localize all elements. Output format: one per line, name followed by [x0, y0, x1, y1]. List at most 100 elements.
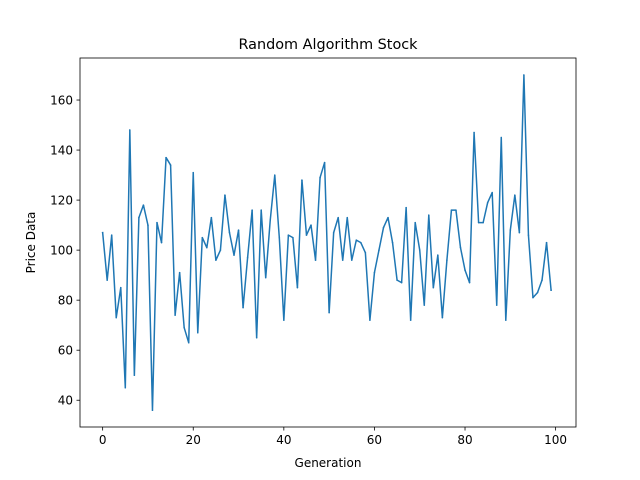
data-point [314, 259, 317, 261]
data-point [183, 326, 185, 329]
data-point [283, 319, 285, 321]
data-point [106, 279, 108, 281]
y-axis-label: Price Data [24, 212, 38, 274]
y-tick-label: 120 [50, 193, 73, 207]
data-point [391, 241, 394, 244]
data-point [169, 164, 172, 166]
data-point [464, 269, 466, 271]
data-point [455, 209, 457, 211]
data-point [269, 219, 271, 221]
y-tick-label: 160 [50, 93, 73, 107]
data-point [215, 259, 217, 261]
y-axis-ticks: 40 60 80 100 120 140 160 [50, 93, 80, 408]
data-point [151, 409, 154, 411]
data-point [251, 209, 253, 211]
data-point [192, 171, 194, 174]
data-point [545, 241, 548, 244]
data-point [378, 249, 380, 251]
x-tick-label: 20 [186, 433, 201, 447]
data-point [337, 216, 339, 219]
x-tick-label: 40 [276, 433, 291, 447]
data-point [509, 229, 512, 231]
data-point [160, 241, 163, 244]
x-tick-label: 80 [457, 433, 472, 447]
data-point [301, 179, 303, 181]
data-point [514, 194, 516, 196]
plot-frame [79, 57, 577, 428]
data-point [233, 254, 235, 256]
y-tick-label: 140 [50, 143, 73, 157]
data-point [468, 281, 471, 284]
data-point [201, 236, 204, 239]
data-point [550, 289, 552, 291]
data-point [274, 174, 276, 176]
data-point [500, 136, 503, 139]
data-point [486, 201, 489, 204]
x-axis-ticks: 0 20 40 60 80 100 [99, 427, 567, 447]
data-point [206, 246, 208, 249]
data-point [505, 319, 507, 321]
data-point [437, 254, 439, 256]
data-point [124, 386, 127, 389]
data-point [450, 209, 453, 211]
data-point [541, 279, 543, 281]
data-point [210, 216, 213, 219]
data-point [536, 291, 539, 294]
data-point [414, 221, 416, 224]
data-point [387, 216, 389, 219]
data-point [156, 221, 158, 224]
y-tick-label: 100 [50, 243, 73, 257]
y-tick-label: 40 [58, 394, 73, 408]
price-series-line [101, 74, 552, 411]
data-point [197, 331, 199, 334]
data-point [446, 259, 448, 261]
data-point [364, 251, 367, 254]
data-point [373, 271, 376, 274]
data-point [219, 249, 222, 251]
data-point [346, 216, 348, 219]
data-point [473, 131, 475, 134]
data-point [518, 231, 521, 234]
data-point [418, 249, 421, 251]
data-point [495, 304, 498, 306]
data-point [292, 236, 294, 239]
x-tick-label: 100 [544, 433, 567, 447]
data-point [165, 156, 167, 159]
data-point [323, 161, 326, 164]
data-point [405, 206, 407, 209]
y-tick-label: 60 [58, 343, 73, 357]
data-point [341, 259, 344, 261]
data-point [110, 234, 113, 236]
data-point [319, 176, 321, 179]
data-point [432, 286, 435, 289]
data-point [409, 319, 412, 321]
x-tick-label: 60 [367, 433, 382, 447]
data-point [296, 286, 299, 289]
data-point [264, 276, 267, 279]
data-point [428, 214, 430, 216]
data-point [532, 296, 534, 299]
data-point [255, 336, 258, 339]
data-point [328, 311, 330, 314]
data-point [133, 374, 136, 376]
data-point [382, 226, 385, 229]
data-point [187, 341, 190, 344]
data-point [115, 316, 117, 319]
data-point [142, 204, 145, 206]
data-point [523, 74, 525, 76]
data-point [174, 314, 176, 316]
data-point [178, 271, 181, 274]
data-point [120, 286, 122, 289]
data-point [246, 256, 249, 259]
y-tick-label: 80 [58, 293, 73, 307]
data-point [482, 221, 484, 224]
data-point [129, 129, 131, 131]
data-point [355, 239, 358, 241]
data-point [310, 224, 312, 226]
data-point [369, 319, 371, 321]
data-point [332, 231, 335, 234]
data-point [101, 231, 104, 234]
data-point [400, 281, 403, 284]
data-point [224, 194, 226, 196]
